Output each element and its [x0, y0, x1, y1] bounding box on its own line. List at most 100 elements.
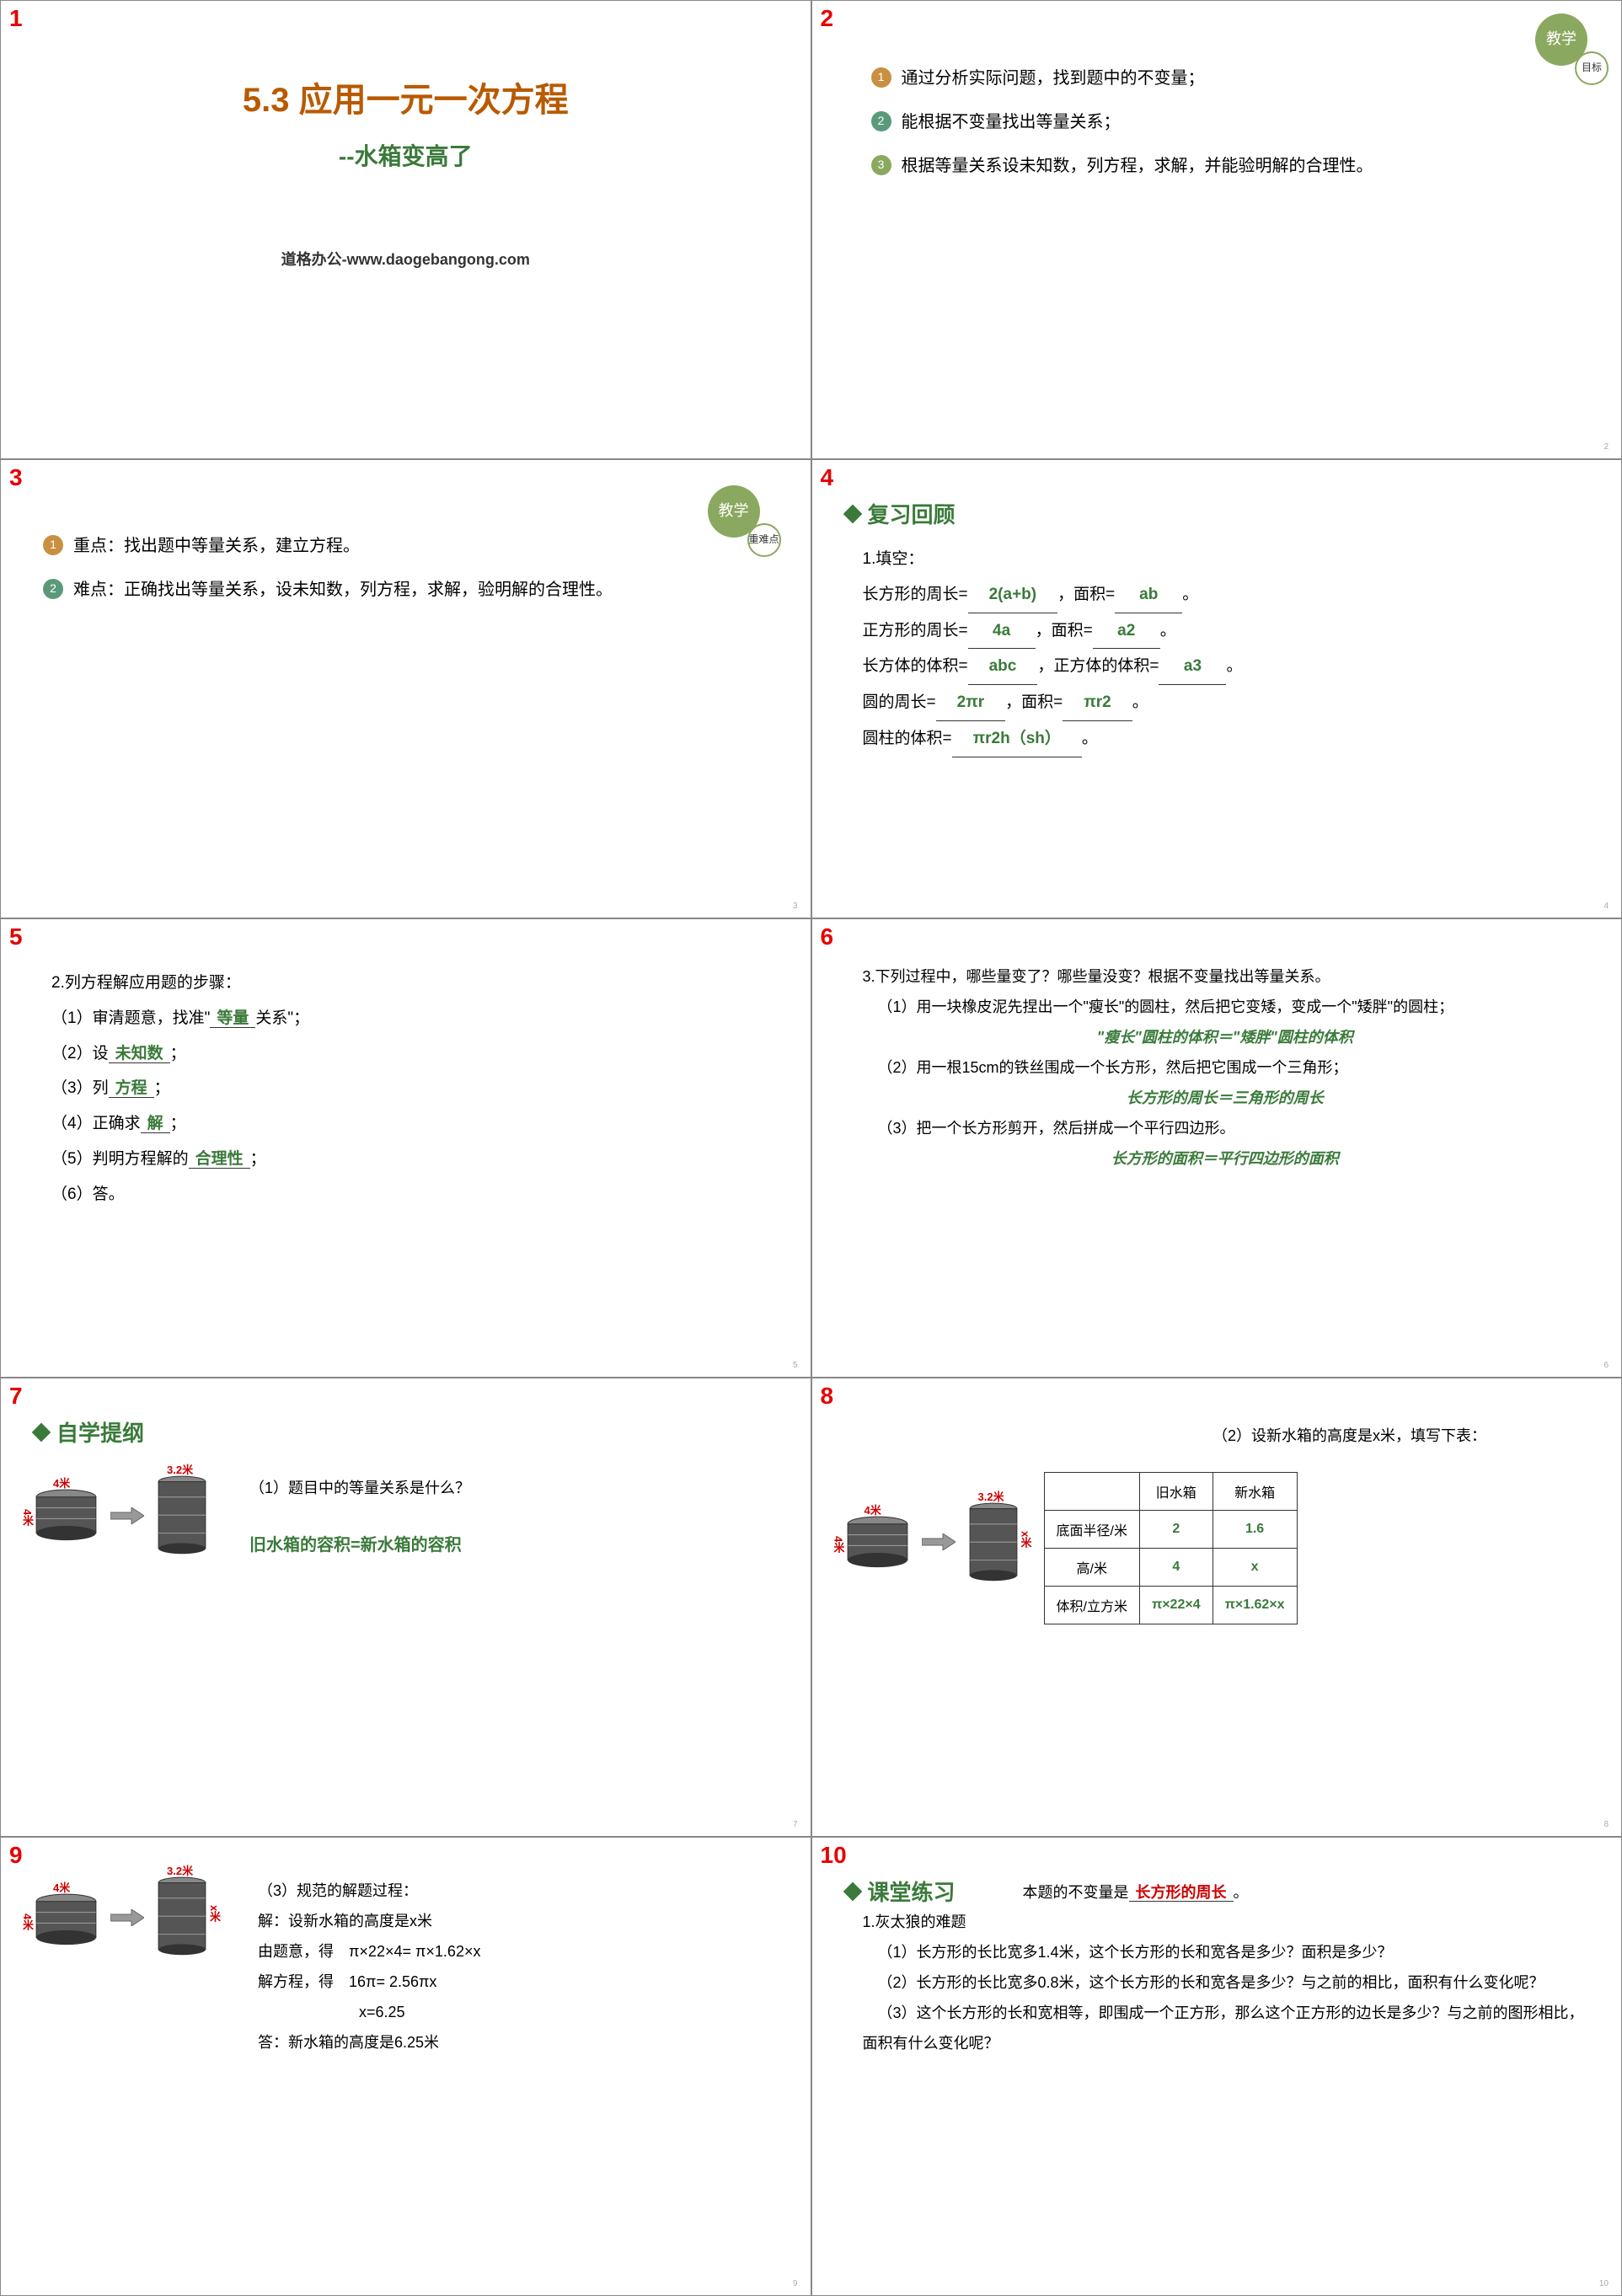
main-title: 5.3 应用一元一次方程 — [35, 72, 777, 121]
arrow-icon — [110, 1909, 144, 1930]
solution-line: 解：设新水箱的高度是x米 — [258, 1906, 480, 1936]
formula-row: 圆的周长=2πr，面积=πr2。 — [863, 685, 1588, 721]
table-cell: 2 — [1139, 1511, 1212, 1549]
solution-line: x=6.25 — [359, 1997, 480, 2027]
hint-answer: 长方形的周长 — [1129, 1884, 1234, 1902]
section-header: 课堂练习 — [846, 1876, 956, 1907]
answer: 等量 — [210, 1009, 255, 1028]
bullet-text: 根据等量关系设未知数，列方程，求解，并能验明解的合理性。 — [902, 152, 1373, 180]
step-row: （1）审清题意，找准"等量关系"； — [51, 1001, 777, 1036]
slide-number: 1 — [9, 5, 23, 32]
tank-label: 4米 — [831, 1536, 847, 1553]
bullet-text: 能根据不变量找出等量关系； — [902, 108, 1121, 136]
label: 正方形的周长= — [863, 622, 968, 640]
page-number: 2 — [1603, 442, 1609, 452]
tank-icon — [157, 1474, 207, 1555]
label: 关系"； — [255, 1009, 309, 1027]
table-cell: 体积/立方米 — [1044, 1587, 1139, 1624]
slide-number: 3 — [9, 464, 23, 491]
table-cell: 高/米 — [1044, 1549, 1139, 1587]
label: ，正方体的体积= — [1037, 657, 1159, 675]
page-number: 5 — [793, 1361, 798, 1370]
diamond-icon — [843, 504, 862, 523]
tank-diagram: 4米 4米 3.2米 x米 （3）规范的解题过程： 解：设新水箱的高度是x米 由… — [35, 1876, 777, 2058]
page-number: 8 — [1603, 1820, 1609, 1829]
tank-label: 4米 — [53, 1474, 70, 1491]
table-header: 旧水箱 — [1139, 1473, 1212, 1511]
table-header: 新水箱 — [1212, 1473, 1297, 1511]
tank-icon — [35, 1892, 98, 1946]
label: 。 — [1132, 693, 1148, 711]
bullet-num-icon: 1 — [43, 535, 63, 555]
step-row: （2）设未知数； — [51, 1036, 777, 1072]
slide-1: 1 5.3 应用一元一次方程 --水箱变高了 道格办公-www.daogeban… — [0, 0, 811, 459]
section-header: 自学提纲 — [35, 1416, 777, 1448]
source-text: 道格办公-www.daogebangong.com — [35, 248, 777, 270]
answer-2: 长方形的周长＝三角形的周长 — [863, 1083, 1588, 1113]
step-row: （5）判明方程解的合理性； — [51, 1142, 777, 1177]
question-3: （3）把一个长方形剪开，然后拼成一个平行四边形。 — [863, 1113, 1588, 1143]
question-2: （2）长方形的长比宽多0.8米，这个长方形的长和宽各是多少？与之前的相比，面积有… — [863, 1967, 1588, 1998]
subtitle: --水箱变高了 — [35, 138, 777, 172]
bullet-text: 难点：正确找出等量关系，设未知数，列方程，求解，验明解的合理性。 — [73, 575, 613, 604]
page-number: 10 — [1599, 2279, 1609, 2288]
page-number: 9 — [793, 2279, 798, 2288]
tank-label: x米 — [206, 1905, 222, 1922]
tank-diagram: 4米 4米 3.2米 x米 旧水箱新水箱 底面半径/米21.6 高/米4x 体积… — [846, 1464, 1588, 1624]
label: 长方形的周长= — [863, 586, 968, 603]
label: 。 — [1182, 586, 1198, 603]
bullet-num-icon: 2 — [871, 111, 891, 131]
answer: πr2h（sh） — [952, 721, 1082, 757]
table-cell: 底面半径/米 — [1044, 1511, 1139, 1549]
label: （5）判明方程解的 — [51, 1150, 189, 1168]
label: 圆的周长= — [863, 693, 936, 711]
intro: 1.填空： — [863, 542, 1588, 577]
tank-icon — [846, 1515, 909, 1569]
answer: πr2 — [1063, 685, 1132, 721]
bullet-3: 3 根据等量关系设未知数，列方程，求解，并能验明解的合理性。 — [871, 152, 1588, 180]
label: ； — [170, 1045, 186, 1062]
answer: 解 — [141, 1115, 170, 1133]
page-number: 7 — [793, 1820, 798, 1829]
solution-line: 答：新水箱的高度是6.25米 — [258, 2027, 480, 2058]
diamond-icon — [32, 1422, 51, 1442]
hint-label: 本题的不变量是 — [1023, 1884, 1129, 1901]
label: （3）列 — [51, 1079, 109, 1097]
tank-icon — [157, 1876, 207, 1956]
label: 。 — [1226, 657, 1242, 675]
label: ，面积= — [1057, 586, 1115, 603]
label: ； — [170, 1115, 186, 1132]
tank-icon — [35, 1488, 98, 1542]
answer: 未知数 — [109, 1045, 170, 1063]
diamond-icon — [843, 1881, 862, 1901]
intro: 3.下列过程中，哪些量变了？哪些量没变？根据不变量找出等量关系。 — [863, 961, 1588, 992]
answer: 2πr — [936, 685, 1006, 721]
tank-label: 3.2米 — [978, 1488, 1004, 1504]
label: 。 — [1082, 730, 1098, 747]
bullet-1: 1重点：找出题中等量关系，建立方程。 — [43, 532, 363, 560]
answer: 4a — [968, 613, 1036, 650]
answer: a2 — [1093, 613, 1160, 650]
formula-row: 长方体的体积=abc，正方体的体积=a3。 — [863, 649, 1588, 685]
slide-number: 6 — [821, 923, 834, 950]
table-cell: 1.6 — [1212, 1511, 1297, 1549]
slide-3: 3 教学 重难点 1重点：找出题中等量关系，建立方程。 2难点：正确找出等量关系… — [0, 459, 811, 918]
slide-6: 6 3.下列过程中，哪些量变了？哪些量没变？根据不变量找出等量关系。 （1）用一… — [811, 918, 1622, 1378]
slide-7: 7 自学提纲 4米 4米 3.2米 （1）题目中的等量关系是什么？ 旧水箱的容积… — [0, 1378, 811, 1837]
tank-icon — [968, 1501, 1019, 1582]
intro: 2.列方程解应用题的步骤： — [51, 966, 777, 1001]
answer: a3 — [1159, 649, 1226, 685]
bullet-num-icon: 1 — [871, 67, 891, 88]
tank-old: 4米 4米 — [846, 1515, 909, 1573]
question-1: （1）用一块橡皮泥先捏出一个"瘦长"的圆柱，然后把它变矮，变成一个"矮胖"的圆柱… — [863, 992, 1588, 1022]
page-number: 4 — [1603, 902, 1609, 911]
label: ，面积= — [1005, 693, 1063, 711]
tank-old: 4米 4米 — [35, 1488, 98, 1546]
arrow-icon — [110, 1507, 144, 1528]
tank-diagram: 4米 4米 3.2米 （1）题目中的等量关系是什么？ 旧水箱的容积=新水箱的容积 — [35, 1473, 777, 1562]
bullet-num-icon: 3 — [871, 155, 891, 175]
section-title: 复习回顾 — [868, 498, 956, 529]
step-row: （6）答。 — [51, 1177, 777, 1212]
page-number: 6 — [1603, 1361, 1609, 1370]
label: 长方体的体积= — [863, 657, 968, 675]
